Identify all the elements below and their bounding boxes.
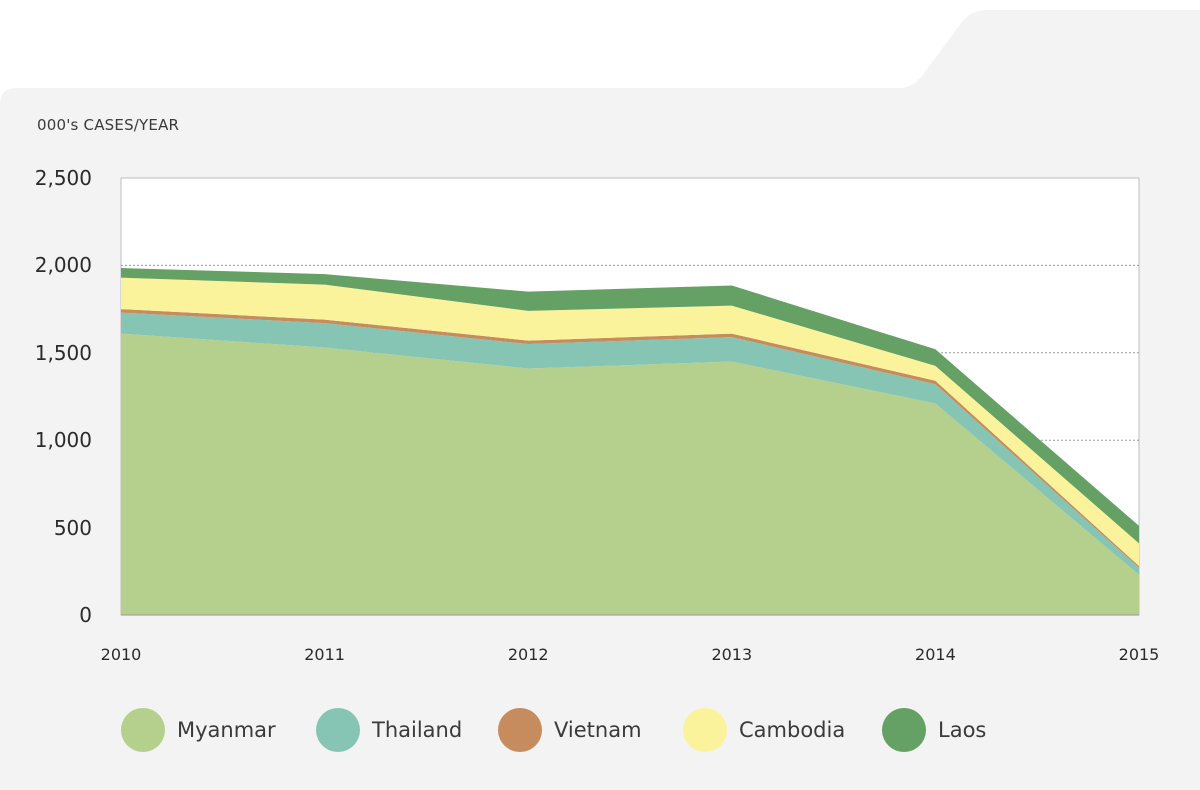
- legend-label: Cambodia: [739, 718, 846, 742]
- legend-swatch: [316, 708, 360, 752]
- x-tick-label: 2015: [1118, 645, 1160, 664]
- area-cambodia: [121, 277, 1139, 567]
- legend-swatch: [121, 708, 165, 752]
- x-tick-label: 2012: [507, 645, 549, 664]
- legend-swatch: [882, 708, 926, 752]
- area-thailand: [121, 312, 1139, 575]
- x-tick-label: 2014: [915, 645, 956, 664]
- legend-item-laos: Laos: [882, 705, 986, 755]
- y-tick-label: 1,000: [34, 428, 92, 453]
- legend-item-vietnam: Vietnam: [498, 705, 642, 755]
- legend-item-thailand: Thailand: [316, 705, 462, 755]
- area-laos: [121, 268, 1139, 544]
- legend-label: Laos: [938, 718, 987, 742]
- y-axis-title: 000's CASES/YEAR: [37, 116, 180, 134]
- legend-item-myanmar: Myanmar: [121, 705, 276, 755]
- y-tick-label: 500: [53, 515, 92, 540]
- legend-swatch: [683, 708, 727, 752]
- x-tick-label: 2013: [711, 645, 753, 664]
- y-tick-label: 1,500: [34, 340, 92, 365]
- legend: Myanmar Thailand Vietnam Cambodia Laos: [0, 705, 1200, 755]
- y-tick-label: 2,000: [34, 253, 92, 278]
- area-myanmar: [121, 333, 1139, 615]
- x-tick-label: 2010: [100, 645, 142, 664]
- y-tick-label: 0: [79, 603, 92, 627]
- legend-label: Vietnam: [554, 718, 642, 742]
- legend-label: Myanmar: [177, 718, 276, 742]
- x-tick-label: 2011: [304, 645, 345, 664]
- legend-swatch: [498, 708, 542, 752]
- legend-item-cambodia: Cambodia: [683, 705, 845, 755]
- area-series-group: [121, 268, 1139, 615]
- legend-label: Thailand: [372, 718, 463, 742]
- y-tick-label: 2,500: [34, 166, 92, 190]
